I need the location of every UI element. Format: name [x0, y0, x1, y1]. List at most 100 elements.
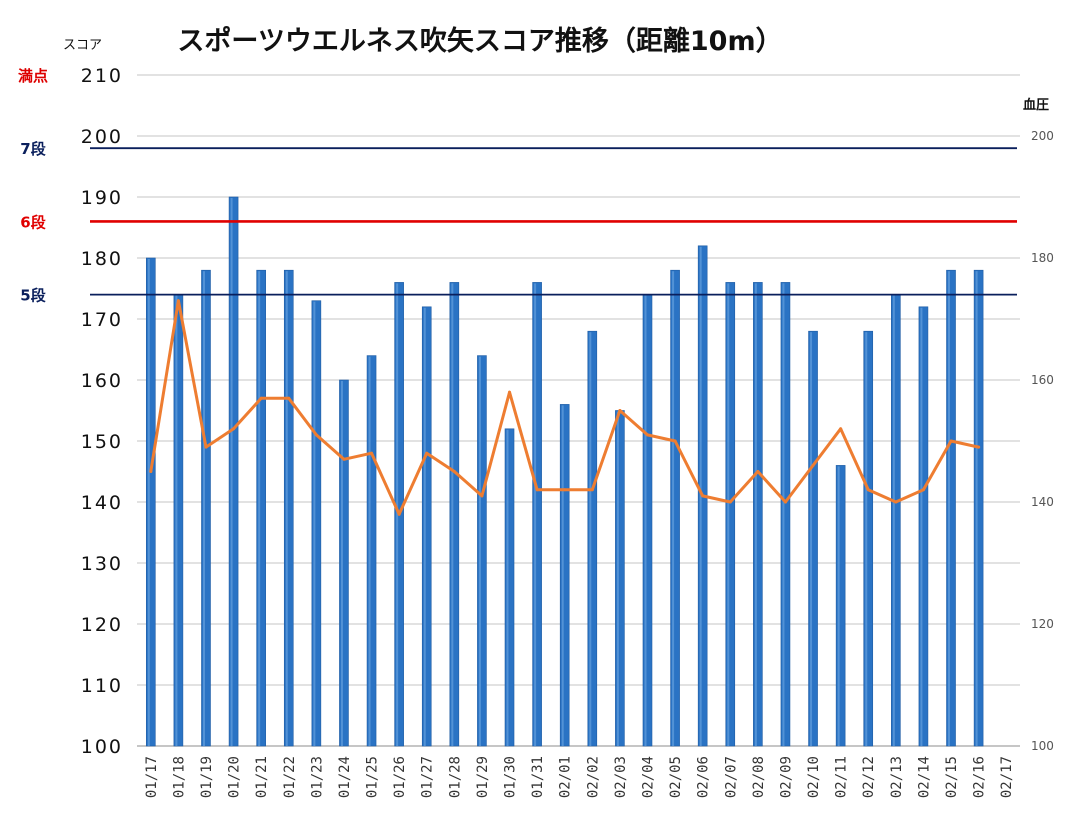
bar [808, 330, 818, 747]
bar [145, 257, 156, 747]
line-point [535, 488, 539, 492]
axis-ticks: 100 110 120 130 140 150 160 170 180 190 200 210 100 1… [81, 65, 1054, 798]
right-tick-label: 140 [1031, 495, 1054, 509]
x-tick-label: 02/02 [585, 756, 601, 798]
x-tick-label: 01/22 [282, 756, 298, 798]
left-tick-label: 100 [81, 736, 123, 758]
bar-highlight [258, 271, 261, 746]
bar-highlight [948, 271, 951, 746]
x-tick-label: 01/24 [337, 756, 353, 798]
bar-highlight [727, 283, 730, 746]
x-tick-label: 02/14 [916, 756, 932, 798]
x-tick-label: 01/20 [227, 756, 243, 798]
reference-line-label: 7段 [20, 140, 45, 158]
line-point [673, 439, 677, 443]
bar [532, 282, 542, 747]
x-tick-label: 01/19 [199, 756, 215, 798]
line-point [811, 463, 815, 467]
bar [642, 294, 653, 747]
bar-highlight [561, 405, 564, 746]
bar-highlight [340, 381, 343, 746]
line-point [921, 488, 925, 492]
left-axis-label: スコア [63, 38, 102, 53]
reference-line-label: 6段 [20, 213, 45, 231]
line-point [894, 500, 898, 504]
line-point [839, 427, 843, 431]
bar [504, 428, 515, 747]
x-tick-label: 02/01 [558, 756, 574, 798]
bar [835, 465, 846, 747]
bar [753, 282, 763, 747]
x-tick-label: 02/13 [889, 756, 905, 798]
x-tick-label: 02/12 [861, 756, 877, 798]
x-tick-label: 02/08 [751, 756, 767, 798]
bar-highlight [754, 283, 757, 746]
line-point [756, 470, 760, 473]
x-tick-label: 01/17 [144, 756, 160, 798]
x-tick-label: 02/15 [944, 756, 960, 798]
left-tick-label: 210 [81, 65, 123, 87]
bar [201, 269, 211, 747]
bar-highlight [837, 466, 840, 746]
left-tick-label: 140 [81, 492, 123, 514]
bar [421, 306, 432, 747]
bar [283, 269, 294, 747]
chart-title: スポーツウエルネス吹矢スコア推移（距離10m） [177, 25, 782, 57]
line-point [866, 488, 870, 492]
bar-highlight [313, 301, 316, 746]
line-point [287, 396, 291, 400]
line-point [949, 439, 953, 443]
x-tick-label: 02/10 [806, 756, 822, 798]
bar-highlight [975, 271, 978, 746]
left-tick-label: 110 [81, 675, 123, 697]
bar [311, 300, 322, 747]
x-tick-label: 02/06 [696, 756, 712, 798]
bar [559, 404, 570, 747]
bar-series [145, 196, 984, 747]
right-tick-label: 160 [1031, 373, 1054, 387]
bar-highlight [368, 356, 371, 746]
bar-highlight [782, 283, 785, 746]
bar-highlight [202, 271, 205, 746]
line-point [204, 445, 208, 449]
bar-highlight [920, 307, 923, 746]
right-tick-label: 100 [1031, 739, 1054, 753]
line-point [645, 433, 649, 437]
line-point [149, 470, 153, 473]
bar [670, 269, 680, 747]
line-point [480, 494, 484, 498]
bar-highlight [865, 332, 868, 746]
bar [918, 306, 929, 747]
bar-highlight [644, 295, 647, 746]
bar [780, 282, 791, 747]
bar-highlight [451, 283, 454, 746]
x-tick-label: 02/03 [613, 756, 629, 798]
x-tick-label: 02/16 [972, 756, 988, 798]
bar [946, 269, 956, 747]
x-tick-label: 01/30 [503, 756, 519, 798]
bar-highlight [534, 283, 537, 746]
bar-highlight [285, 271, 288, 746]
x-tick-label: 01/29 [475, 756, 491, 798]
bar-highlight [672, 271, 675, 746]
reference-line-label: 5段 [20, 287, 45, 305]
x-tick-label: 02/04 [640, 756, 656, 798]
line-point [508, 390, 512, 394]
bar [173, 294, 184, 747]
x-tick-label: 02/05 [668, 756, 684, 798]
bar [477, 355, 487, 747]
bar [863, 330, 874, 747]
left-tick-label: 200 [81, 126, 123, 148]
left-tick-label: 130 [81, 553, 123, 575]
bar-highlight [589, 332, 592, 746]
bar [256, 269, 266, 747]
x-tick-label: 01/18 [171, 756, 187, 798]
bar-highlight [396, 283, 399, 746]
line-point [783, 500, 787, 504]
left-tick-label: 170 [81, 309, 123, 331]
bar-highlight [147, 259, 150, 746]
line-point [590, 488, 594, 492]
bar-highlight [506, 429, 509, 746]
line-point [563, 488, 567, 492]
line-point [452, 470, 456, 473]
